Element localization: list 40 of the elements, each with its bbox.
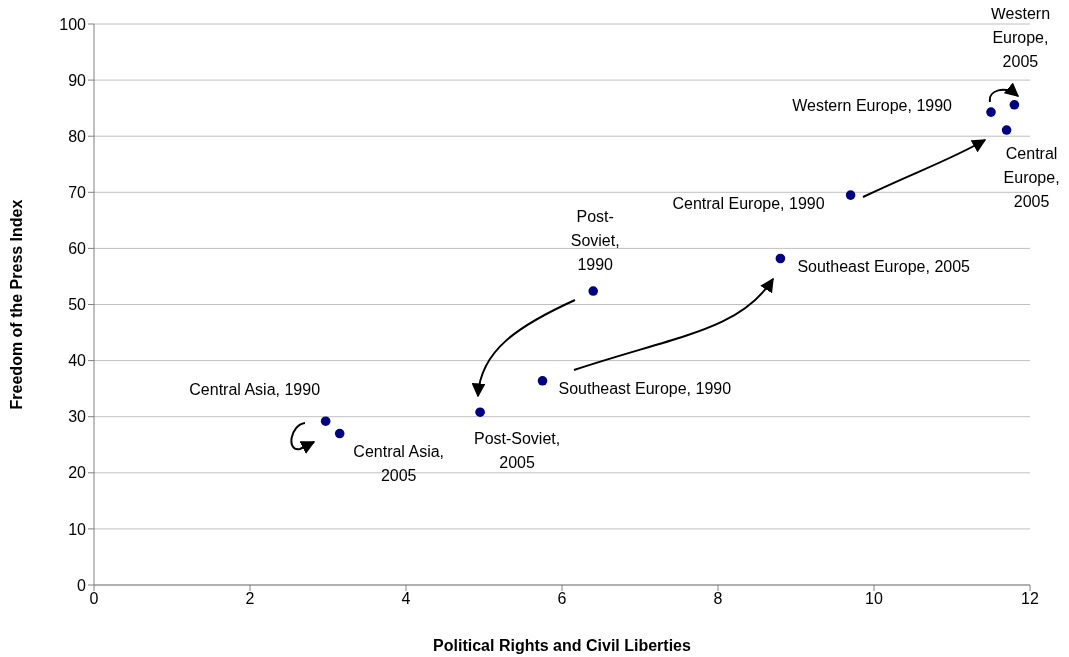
x-tick-label: 8 <box>713 590 723 608</box>
point <box>320 416 331 426</box>
y-tick-label: 70 <box>68 183 87 201</box>
point <box>1009 99 1020 110</box>
annotation: Central Asia, 2005 <box>353 442 445 484</box>
point <box>986 107 996 117</box>
annotation: Central Asia, 1990 <box>189 381 321 399</box>
point <box>475 407 485 418</box>
x-tick-label: 0 <box>89 590 99 608</box>
point <box>537 376 548 386</box>
y-tick-label: 0 <box>77 576 87 594</box>
y-tick-label: 20 <box>68 464 87 482</box>
y-tick-label: 60 <box>68 240 87 258</box>
point <box>845 190 856 200</box>
x-tick-label: 12 <box>1021 590 1039 608</box>
y-tick-label: 30 <box>68 408 87 426</box>
x-tick-label: 6 <box>557 590 567 608</box>
y-tick-label: 50 <box>68 296 87 314</box>
x-axis-title: Political Rights and Civil Liberties <box>433 637 692 654</box>
y-tick-label: 90 <box>68 71 87 89</box>
point <box>775 253 786 264</box>
point <box>334 428 345 439</box>
x-tick-label: 2 <box>245 590 255 608</box>
annotation: Southeast Europe, 1990 <box>558 380 732 398</box>
x-tick-label: 4 <box>401 590 411 608</box>
x-tick-label: 10 <box>865 590 883 608</box>
annotation: Central Europe, 2005 <box>1003 145 1060 211</box>
y-tick-label: 100 <box>59 15 87 33</box>
y-axis-title: Freedom of the Press Index <box>7 199 25 410</box>
annotation: Western Europe, 1990 <box>792 97 953 115</box>
annotation: Western Europe, 2005 <box>990 5 1051 71</box>
annotation: Central Europe, 1990 <box>672 195 825 213</box>
point <box>1001 125 1012 135</box>
annotation: Southeast Europe, 2005 <box>797 258 971 276</box>
y-tick-label: 40 <box>68 352 87 370</box>
point <box>588 286 598 296</box>
annotation: Post- Soviet, 1990 <box>570 208 620 274</box>
annotation: Post-Soviet, 2005 <box>473 430 561 472</box>
y-tick-label: 80 <box>68 127 87 145</box>
y-tick-label: 10 <box>68 520 87 538</box>
